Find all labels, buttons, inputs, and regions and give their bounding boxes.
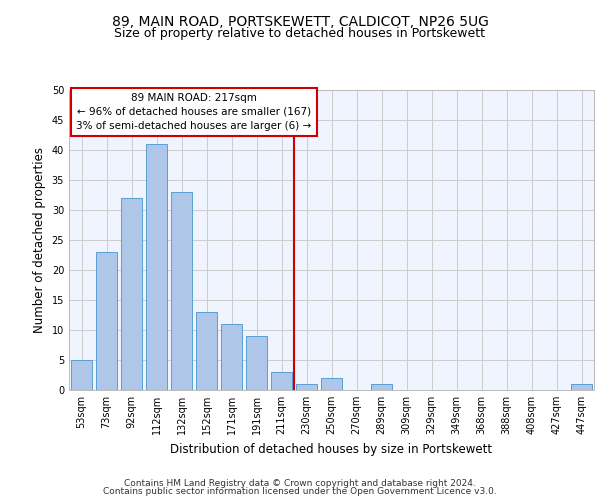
Bar xyxy=(221,324,242,390)
Bar xyxy=(121,198,142,390)
Y-axis label: Number of detached properties: Number of detached properties xyxy=(33,147,46,333)
Bar xyxy=(171,192,192,390)
Text: Size of property relative to detached houses in Portskewett: Size of property relative to detached ho… xyxy=(115,28,485,40)
Bar xyxy=(71,360,92,390)
Text: Contains HM Land Registry data © Crown copyright and database right 2024.: Contains HM Land Registry data © Crown c… xyxy=(124,478,476,488)
X-axis label: Distribution of detached houses by size in Portskewett: Distribution of detached houses by size … xyxy=(170,442,493,456)
Text: 89 MAIN ROAD: 217sqm
← 96% of detached houses are smaller (167)
3% of semi-detac: 89 MAIN ROAD: 217sqm ← 96% of detached h… xyxy=(76,93,311,131)
Bar xyxy=(571,384,592,390)
Text: Contains public sector information licensed under the Open Government Licence v3: Contains public sector information licen… xyxy=(103,487,497,496)
Bar xyxy=(271,372,292,390)
Bar xyxy=(246,336,267,390)
Text: 89, MAIN ROAD, PORTSKEWETT, CALDICOT, NP26 5UG: 89, MAIN ROAD, PORTSKEWETT, CALDICOT, NP… xyxy=(112,15,488,29)
Bar xyxy=(146,144,167,390)
Bar xyxy=(196,312,217,390)
Bar xyxy=(321,378,342,390)
Bar xyxy=(96,252,117,390)
Bar xyxy=(296,384,317,390)
Bar xyxy=(371,384,392,390)
